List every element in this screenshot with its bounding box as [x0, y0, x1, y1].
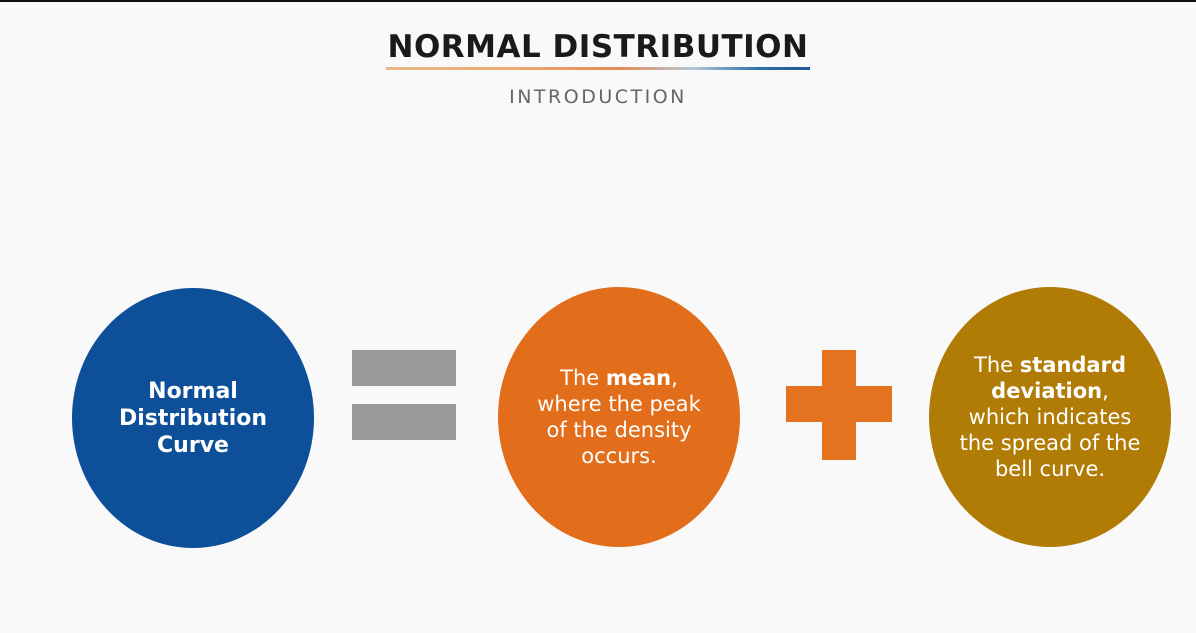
mean-description: The mean, where the peak of the density … — [528, 365, 710, 469]
title-underline — [385, 67, 811, 70]
equals-sign-bottom-bar — [352, 404, 456, 440]
equals-sign-top-bar — [352, 350, 456, 386]
sd-text-post: , which indicates the spread of the bell… — [959, 379, 1141, 481]
sd-text-pre: The — [974, 353, 1020, 377]
standard-deviation-description: The standard deviation, which indicates … — [959, 352, 1141, 482]
page-title-text: NORMAL DISTRIBUTION — [387, 29, 809, 65]
normal-distribution-curve-label: Normal Distribution Curve — [118, 378, 268, 458]
subtitle-container: INTRODUCTION — [0, 86, 1196, 108]
standard-deviation-circle: The standard deviation, which indicates … — [929, 287, 1171, 547]
plus-sign-horizontal — [786, 386, 892, 422]
mean-text-bold: mean — [605, 366, 672, 390]
normal-distribution-curve-circle: Normal Distribution Curve — [72, 288, 314, 548]
page-title: NORMAL DISTRIBUTION — [385, 28, 811, 70]
mean-circle: The mean, where the peak of the density … — [498, 287, 740, 547]
top-border — [0, 0, 1196, 2]
mean-text-post: , where the peak of the density occurs. — [537, 366, 701, 468]
title-container: NORMAL DISTRIBUTION — [0, 28, 1196, 70]
page-subtitle: INTRODUCTION — [509, 86, 687, 108]
sd-text-bold: standard deviation — [991, 353, 1126, 403]
mean-text-pre: The — [560, 366, 606, 390]
